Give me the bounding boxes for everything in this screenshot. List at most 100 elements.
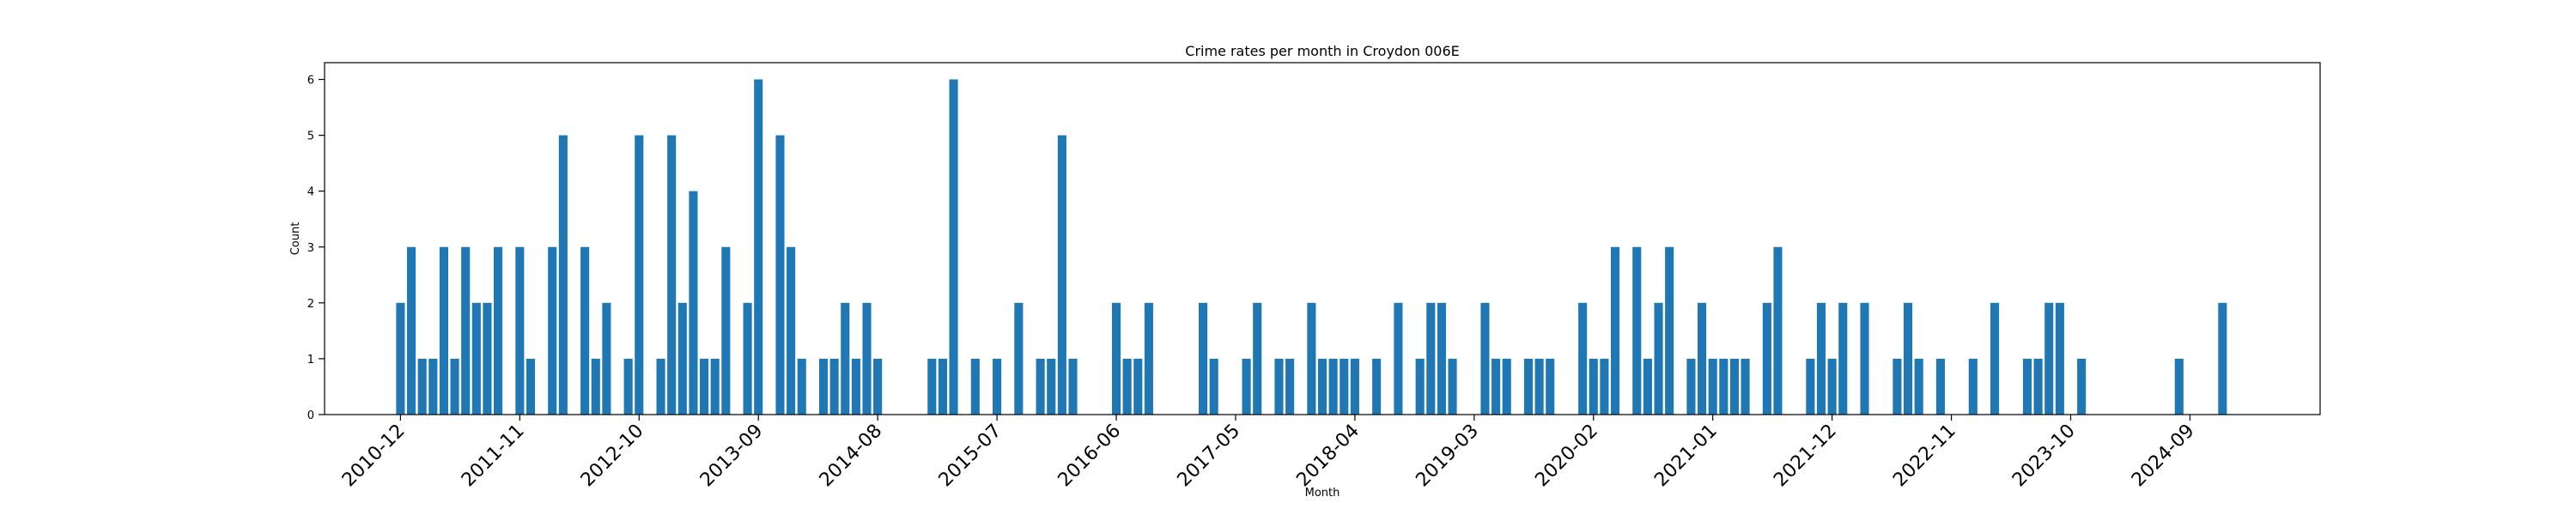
bar-2013-03 (689, 191, 698, 415)
x-tick-label: 2019-03 (1412, 421, 1483, 492)
bar-2012-09 (623, 358, 633, 415)
bar-2013-04 (700, 358, 709, 415)
y-tick-label: 6 (307, 75, 314, 88)
bar-2017-12 (1307, 302, 1316, 415)
bar-2017-10 (1285, 358, 1295, 415)
bar-2023-08 (2044, 302, 2054, 415)
bar-2013-05 (710, 358, 720, 415)
bar-2012-07 (602, 302, 611, 415)
bar-2014-07 (862, 302, 872, 415)
bar-2012-10 (635, 135, 644, 415)
bar-2020-04 (1610, 246, 1620, 415)
bar-2015-11 (1036, 358, 1045, 415)
bar-2011-07 (471, 302, 481, 415)
bar-2018-08 (1394, 302, 1403, 415)
bar-2012-02 (548, 246, 557, 415)
bar-2011-05 (450, 358, 459, 415)
bar-2014-03 (818, 358, 829, 415)
x-tick-label: 2013-09 (696, 421, 768, 492)
bar-2019-09 (1534, 358, 1544, 415)
bar-2021-04 (1741, 358, 1750, 415)
bar-2019-04 (1480, 302, 1490, 415)
bar-2020-07 (1643, 358, 1652, 415)
bar-2013-11 (775, 135, 785, 415)
bar-2016-09 (1144, 302, 1153, 415)
bar-2018-10 (1415, 358, 1425, 415)
y-tick-label: 5 (307, 130, 314, 143)
bar-2019-08 (1523, 358, 1534, 415)
bar-2016-01 (1057, 135, 1066, 415)
x-axis-label: Month (1305, 487, 1340, 500)
bar-2015-07 (993, 358, 1002, 415)
y-tick-label: 2 (307, 298, 314, 311)
x-tick-label: 2021-12 (1770, 421, 1841, 492)
bar-2023-03 (1990, 302, 2000, 415)
bar-2010-12 (396, 302, 405, 415)
x-tick-label: 2021-01 (1650, 421, 1722, 492)
bar-2013-01 (667, 135, 677, 415)
bar-2011-02 (417, 358, 427, 415)
bar-2011-03 (428, 358, 438, 415)
x-tick-label: 2010-12 (338, 421, 410, 492)
bar-2015-05 (970, 358, 980, 415)
bar-2018-01 (1317, 358, 1327, 415)
x-tick-label: 2022-11 (1889, 421, 1960, 492)
bar-2015-02 (938, 358, 947, 415)
x-tick-label: 2018-04 (1292, 421, 1364, 492)
bar-2017-03 (1209, 358, 1218, 415)
bar-2019-10 (1546, 358, 1555, 415)
y-tick-label: 0 (307, 409, 314, 422)
bar-2016-07 (1122, 358, 1132, 415)
bar-2013-09 (754, 79, 763, 415)
bar-2014-05 (841, 302, 850, 415)
bar-2015-01 (927, 358, 937, 415)
bar-2014-06 (851, 358, 860, 415)
bar-2013-12 (787, 246, 796, 415)
bar-2021-12 (1827, 358, 1837, 415)
bar-2018-02 (1328, 358, 1338, 415)
x-tick-label: 2016-06 (1054, 421, 1126, 492)
bar-2022-06 (1893, 358, 1902, 415)
bar-2017-07 (1253, 302, 1262, 415)
x-tick-label: 2023-10 (2008, 421, 2080, 492)
bar-2019-06 (1502, 358, 1511, 415)
bar-2021-01 (1708, 358, 1717, 415)
bar-2011-06 (461, 246, 471, 415)
bar-2013-08 (743, 302, 752, 415)
bar-2016-02 (1068, 358, 1078, 415)
x-tick-label: 2017-05 (1174, 421, 1245, 492)
bar-2017-09 (1274, 358, 1284, 415)
bar-2021-03 (1729, 358, 1739, 415)
bar-2014-01 (797, 358, 806, 415)
bar-2022-08 (1914, 358, 1923, 415)
chart-title: Crime rates per month in Croydon 006E (1185, 43, 1459, 59)
y-axis-label: Count (289, 222, 302, 256)
bar-2021-06 (1762, 302, 1771, 415)
y-tick-label: 1 (307, 354, 314, 367)
bar-2019-01 (1448, 358, 1457, 415)
bar-2011-04 (439, 246, 448, 415)
bar-2020-09 (1665, 246, 1674, 415)
bar-2015-03 (949, 79, 958, 415)
bar-2012-12 (656, 358, 665, 415)
bar-2014-04 (829, 358, 839, 415)
bar-2016-06 (1111, 302, 1121, 415)
bar-2018-12 (1437, 302, 1446, 415)
bar-2015-09 (1014, 302, 1024, 415)
x-tick-label: 2012-10 (577, 421, 648, 492)
bar-2012-06 (591, 358, 600, 415)
bar-2011-11 (515, 246, 525, 415)
bar-2013-02 (677, 302, 687, 415)
plot-frame (324, 62, 2321, 415)
bar-2023-11 (2077, 358, 2087, 415)
bar-2011-08 (483, 302, 492, 415)
bar-2017-02 (1199, 302, 1208, 415)
bar-2012-03 (558, 135, 568, 415)
bar-2012-05 (580, 246, 590, 415)
x-tick-label: 2024-09 (2128, 421, 2199, 492)
bar-2014-08 (873, 358, 883, 415)
bar-2016-08 (1133, 358, 1143, 415)
bar-2023-06 (2022, 358, 2032, 415)
